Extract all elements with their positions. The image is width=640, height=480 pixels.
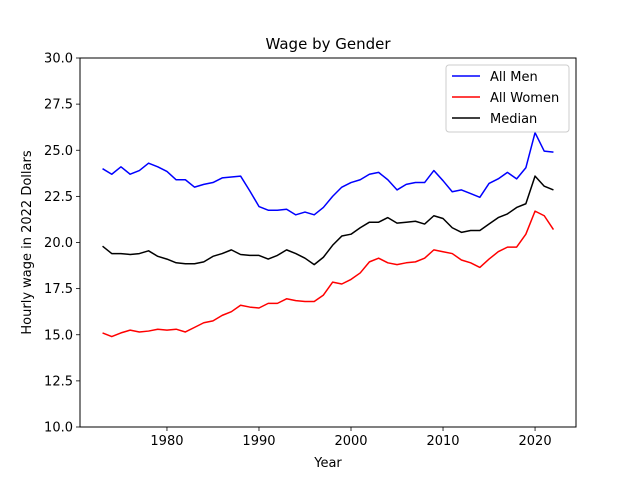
legend-box (445, 64, 570, 133)
series-line-all-women (102, 210, 555, 338)
y-axis: 10.0 12.5 15.0 17.5 20.0 22.5 25.0 27.5 30.0 (44, 52, 80, 436)
y-tick-label: 22.5 (44, 190, 73, 205)
y-tick-label: 10.0 (44, 421, 73, 436)
y-tick-label: 20.0 (44, 236, 73, 251)
legend-label-all-women: All Women (490, 91, 559, 106)
y-tick-label: 27.5 (44, 98, 73, 113)
y-axis-label: Hourly wage in 2022 Dollars (20, 150, 35, 334)
x-tick-label: 2020 (519, 434, 552, 449)
legend: All Men All Women Median (445, 64, 570, 133)
y-tick-label: 25.0 (44, 144, 73, 159)
x-tick-label: 2010 (426, 434, 459, 449)
y-tick-label: 12.5 (44, 374, 73, 389)
series-layer (102, 131, 555, 338)
series-line-median (102, 175, 554, 266)
y-tick-label: 30.0 (44, 52, 73, 67)
y-tick-label: 15.0 (44, 328, 73, 343)
legend-label-median: Median (490, 112, 537, 127)
x-axis-label: Year (313, 456, 342, 471)
series-line-all-men (102, 131, 554, 216)
x-tick-label: 2000 (334, 434, 367, 449)
chart-title: Wage by Gender (265, 35, 391, 53)
x-tick-label: 1990 (242, 434, 275, 449)
x-axis: 1980 1990 2000 2010 2020 (150, 427, 552, 449)
legend-label-all-men: All Men (490, 70, 538, 85)
y-tick-label: 17.5 (44, 282, 73, 297)
x-tick-label: 1980 (150, 434, 183, 449)
